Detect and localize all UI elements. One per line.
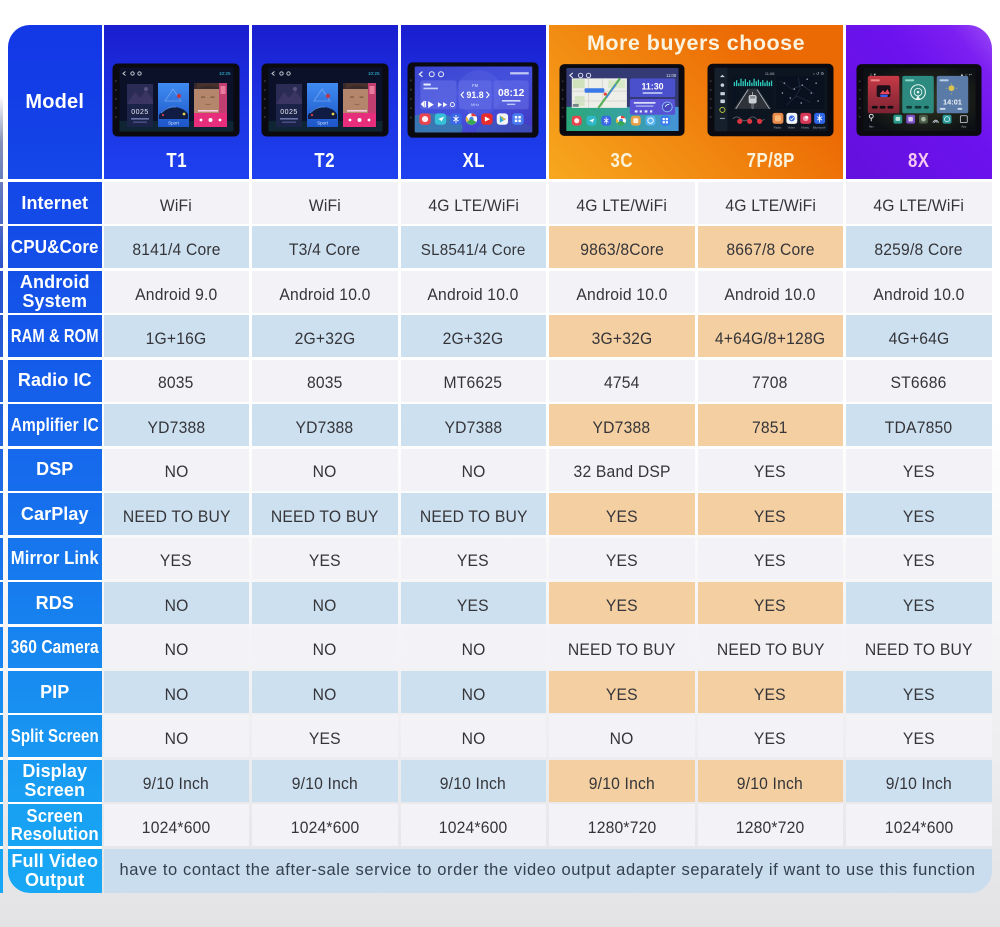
svg-text:⌂ ▾: ⌂ ▾ — [870, 72, 876, 77]
svg-text:Music: Music — [801, 125, 809, 129]
svg-text:10:25: 10:25 — [219, 71, 231, 76]
svg-text:▲ ○ ↩: ▲ ○ ↩ — [960, 72, 973, 77]
svg-text:11:08: 11:08 — [765, 71, 775, 76]
svg-text:Sport: Sport — [168, 120, 180, 125]
svg-text:0025: 0025 — [131, 109, 149, 116]
svg-text:MHz: MHz — [471, 102, 479, 107]
svg-text:91.8: 91.8 — [467, 90, 484, 100]
svg-text:11:30: 11:30 — [641, 81, 663, 91]
svg-text:08:12: 08:12 — [498, 88, 525, 99]
svg-text:FM: FM — [472, 83, 479, 88]
svg-text:Video: Video — [787, 125, 795, 129]
svg-text:11:08: 11:08 — [666, 72, 677, 77]
svg-text:Sport: Sport — [317, 120, 329, 125]
svg-text:Bluetooth: Bluetooth — [813, 125, 826, 129]
svg-text:Radio: Radio — [773, 125, 781, 129]
svg-text:Nav: Nav — [869, 125, 875, 129]
svg-text:App: App — [961, 125, 966, 129]
svg-text:0025: 0025 — [280, 109, 298, 116]
svg-text:10:25: 10:25 — [368, 71, 380, 76]
svg-text:○ ↺ ⚙: ○ ↺ ⚙ — [812, 71, 824, 76]
svg-text:14:01: 14:01 — [943, 97, 962, 106]
